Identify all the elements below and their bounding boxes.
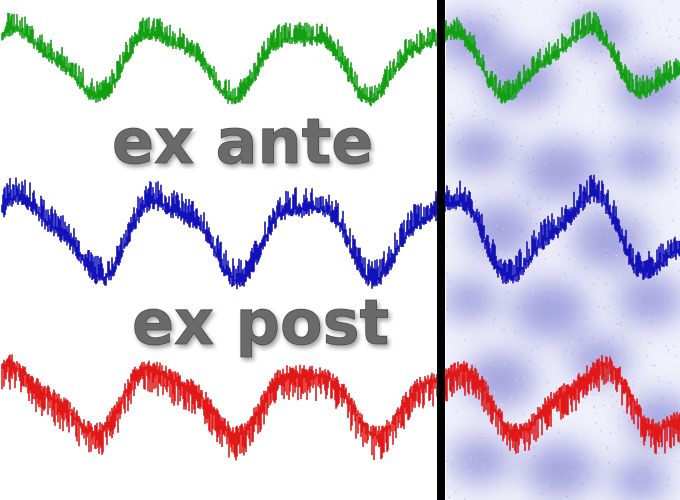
noise-blob xyxy=(463,202,537,258)
noise-blob xyxy=(448,436,512,484)
label-ex-post: ex post xyxy=(132,286,389,359)
noise-blob xyxy=(616,274,680,326)
green-waveform xyxy=(1,11,680,107)
blue-waveform xyxy=(1,174,680,290)
label-ex-ante: ex ante xyxy=(112,105,373,178)
noise-blob xyxy=(523,442,597,498)
noise-blob xyxy=(448,126,512,174)
noise-blob xyxy=(446,278,499,322)
waveforms xyxy=(1,11,680,461)
noise-blob xyxy=(611,458,669,500)
noise-background xyxy=(446,0,680,500)
noise-blob xyxy=(511,280,589,340)
noise-blob xyxy=(611,138,669,182)
red-waveform xyxy=(1,354,680,461)
